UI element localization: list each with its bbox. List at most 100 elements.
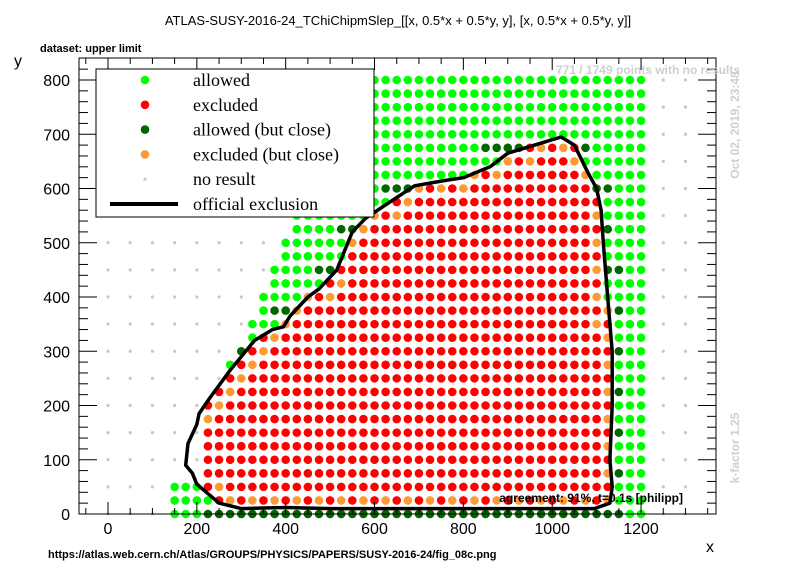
excluded-point [559, 143, 568, 153]
excluded-point [403, 197, 413, 207]
excluded-point [292, 482, 302, 492]
allowed-point [314, 224, 324, 234]
allowed-point [414, 129, 424, 139]
excluded-point [392, 224, 402, 234]
allowed-point [292, 265, 302, 275]
allowed-point [636, 89, 646, 98]
excluded-point [459, 224, 468, 234]
allowed-point [281, 265, 290, 275]
excluded-point [547, 455, 557, 465]
excluded-point [503, 170, 513, 180]
no-result-point [217, 349, 221, 353]
x-tick-label: 800 [450, 521, 477, 538]
excluded-point [248, 455, 257, 465]
excluded-point [536, 374, 546, 383]
allowed-point [470, 129, 479, 139]
allowed-point [636, 279, 646, 288]
x-tick-label: 0 [104, 521, 113, 538]
excluded-point [536, 482, 546, 492]
allowed-point [614, 157, 624, 166]
excluded-point [459, 197, 468, 207]
allowed-point [436, 116, 446, 125]
allowed-point [625, 129, 635, 139]
allowed-point [314, 252, 324, 261]
excluded-point [459, 401, 468, 410]
excluded-point [459, 265, 468, 275]
excluded-point [447, 455, 457, 465]
excluded-point [325, 374, 335, 383]
excluded-point [403, 455, 413, 465]
excluded-point [292, 374, 302, 383]
excluded-point [536, 306, 546, 315]
allowed-point [636, 333, 646, 342]
excluded-point [559, 428, 568, 437]
excluded-point [525, 496, 535, 505]
allowed-point [436, 170, 446, 180]
allowed-point [625, 428, 635, 437]
excluded-point [248, 496, 257, 505]
excluded-point [325, 428, 335, 437]
excluded-point [403, 441, 413, 451]
allowed-point [603, 170, 613, 180]
allowed-point [470, 116, 479, 125]
excluded-point [248, 374, 257, 383]
excluded-point [536, 360, 546, 370]
excluded-point [570, 428, 579, 437]
excluded-point [225, 441, 235, 451]
excluded-point [403, 428, 413, 437]
excluded-point [425, 224, 435, 234]
no-result-point [661, 214, 665, 218]
excluded-point [303, 496, 313, 505]
excluded-point [547, 224, 557, 234]
excluded-point [581, 279, 590, 288]
no-result-point [106, 376, 110, 380]
excluded-point [470, 428, 479, 437]
allowed-point [547, 129, 557, 139]
excluded-point [492, 197, 501, 207]
excluded-point [592, 455, 601, 465]
excluded-point [447, 414, 457, 424]
chart-subtitle: dataset: upper limit [40, 43, 142, 55]
excluded-point [492, 428, 501, 437]
excluded-point [492, 346, 501, 356]
excluded-point [514, 157, 524, 166]
excluded-point [525, 211, 535, 220]
excluded-point [425, 238, 435, 248]
excluded-point [592, 496, 601, 505]
excluded-point [514, 455, 524, 465]
excluded-point [536, 469, 546, 478]
allowed-point [625, 211, 635, 220]
allowed-point [625, 496, 635, 505]
excluded-point [492, 170, 501, 180]
excluded-point [525, 157, 535, 166]
excluded-point [381, 441, 390, 451]
excluded-point [259, 401, 268, 410]
excluded-point [425, 428, 435, 437]
excluded-point [470, 374, 479, 383]
allowed-point [392, 129, 402, 139]
excluded-point [536, 279, 546, 288]
allowed-point [525, 102, 535, 112]
no-result-point [128, 268, 132, 272]
excluded-point [603, 401, 613, 410]
no-result-point [683, 241, 688, 245]
excluded-point [481, 387, 490, 397]
excluded-point [303, 306, 313, 315]
excluded-point [525, 333, 535, 342]
excluded-point [525, 346, 535, 356]
y-tick-label: 300 [43, 344, 70, 361]
allowed-point [559, 102, 568, 112]
excluded-point [592, 374, 601, 383]
allowed-point [459, 116, 468, 125]
excluded-point [547, 184, 557, 193]
excluded-point [492, 252, 501, 261]
allowed-point [636, 238, 646, 248]
excluded-point [203, 428, 213, 437]
excluded-point [459, 469, 468, 478]
excluded-point [525, 292, 535, 302]
excluded-point [481, 306, 490, 315]
excluded-point [459, 496, 468, 505]
excluded-point [236, 414, 246, 424]
excluded-point [336, 455, 346, 465]
excluded-point [559, 414, 568, 424]
